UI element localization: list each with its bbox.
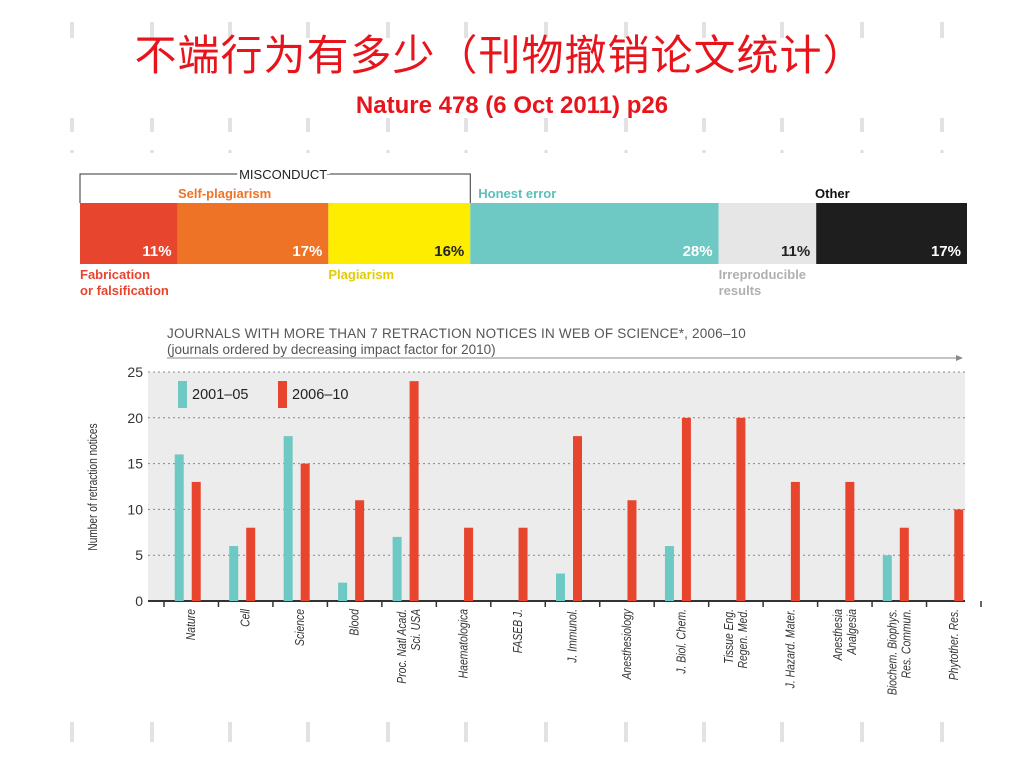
- segment-name-label: Other: [815, 186, 850, 201]
- bar-200610: [300, 463, 310, 601]
- y-axis-label: Number of retraction notices: [86, 423, 100, 550]
- x-tick-label: Regen. Med.: [736, 609, 750, 669]
- bar-200610: [627, 500, 637, 601]
- segment-bar: [328, 203, 471, 264]
- plot-area: [148, 372, 965, 601]
- x-tick-label: Anesthesiology: [620, 608, 634, 680]
- segment-name-line: or falsification: [80, 283, 169, 298]
- x-tick-label: Sci. USA: [409, 609, 423, 651]
- segment-name-label: Self-plagiarism: [178, 186, 271, 201]
- bar-200610: [845, 481, 855, 601]
- bar-200610: [518, 527, 528, 601]
- y-tick-label: 15: [127, 456, 143, 472]
- bar-200610: [954, 509, 964, 601]
- segment-bar: [816, 203, 967, 264]
- bar-200610: [899, 527, 909, 601]
- x-tick-label: Blood: [348, 609, 362, 636]
- segment-bar: [177, 203, 329, 264]
- segment-name-label: Plagiarism: [328, 267, 394, 282]
- legend-label: 2006–10: [292, 387, 348, 403]
- bar-200610: [355, 500, 365, 601]
- segment-name-line: Fabrication: [80, 267, 150, 282]
- x-tick-label: J. Immunol.: [565, 609, 579, 664]
- bar-200610: [790, 481, 800, 601]
- y-tick-label: 25: [127, 364, 143, 380]
- segment-value-label: 11%: [142, 243, 171, 260]
- segment-value-label: 17%: [292, 243, 322, 260]
- bar-200610: [191, 481, 201, 601]
- segment-name-label: Honest error: [478, 186, 556, 201]
- segment-bar: [80, 203, 178, 264]
- misconduct-breakdown-chart: 11% 17% 16% 28% 11% 17% MISCONDUCT Fabrication o…: [79, 164, 967, 298]
- bar-200105: [882, 555, 892, 601]
- bar-200610: [409, 381, 419, 601]
- segment-bar: [718, 203, 817, 264]
- x-tick-label: J. Hazard. Mater.: [783, 609, 797, 689]
- page-title: 不端行为有多少（刊物撤销论文统计）: [134, 31, 866, 80]
- bar-200105: [556, 573, 565, 601]
- x-tick-label: Proc. Natl Acad.: [395, 609, 409, 684]
- segment-name-line: results: [719, 283, 762, 298]
- bar-200105: [664, 546, 674, 601]
- x-tick-label: Phytother. Res.: [947, 609, 961, 680]
- legend-label: 2001–05: [192, 387, 248, 403]
- x-tick-label: FASEB J.: [511, 609, 525, 653]
- bar-200105: [229, 546, 239, 601]
- y-tick-label: 10: [127, 501, 143, 517]
- segment-value-label: 11%: [781, 243, 810, 260]
- chart-title: JOURNALS WITH MORE THAN 7 RETRACTION NOT…: [167, 326, 746, 341]
- y-tick-label: 20: [127, 410, 143, 426]
- page-subtitle: Nature 478 (6 Oct 2011) p26: [355, 92, 669, 119]
- bar-200610: [464, 527, 474, 601]
- x-tick-label: Anesthesia: [831, 609, 845, 662]
- x-tick-label: J. Biol. Chem.: [674, 609, 688, 675]
- bar-200610: [681, 417, 691, 601]
- bar-200610: [246, 527, 256, 601]
- legend-swatch: [278, 381, 287, 408]
- bar-200105: [283, 436, 293, 601]
- chart-subtitle: (journals ordered by decreasing impact f…: [167, 342, 496, 357]
- bar-200610: [573, 436, 582, 601]
- x-tick-label: Tissue Eng.: [722, 609, 736, 664]
- misconduct-group-label: MISCONDUCT: [239, 167, 327, 182]
- legend-swatch: [178, 381, 187, 408]
- segment-value-label: 28%: [683, 243, 713, 260]
- x-tick-label: Biochem. Biophys.: [885, 609, 899, 695]
- bar-200610: [736, 417, 746, 601]
- x-tick-label: Science: [293, 609, 307, 646]
- bar-200105: [338, 582, 348, 601]
- x-tick-label: Haematologica: [457, 609, 471, 679]
- segment-name-label: Fabrication or falsification: [80, 267, 169, 298]
- y-tick-label: 0: [135, 593, 143, 609]
- segment-name-label: Irreproducible results: [719, 267, 806, 298]
- x-tick-label: Analgesia: [845, 609, 859, 656]
- bar-200105: [174, 454, 184, 601]
- misconduct-bracket: [79, 173, 471, 203]
- x-tick-label: Nature: [184, 609, 198, 641]
- segment-name-line: Irreproducible: [719, 267, 806, 282]
- segment-value-label: 16%: [434, 243, 464, 260]
- bar-200105: [392, 536, 402, 601]
- x-tick-label: Res. Commun.: [899, 609, 913, 678]
- y-tick-label: 5: [135, 547, 143, 563]
- segment-bar: [470, 203, 719, 264]
- x-tick-label: Cell: [239, 609, 253, 627]
- segment-value-label: 17%: [931, 243, 961, 260]
- ordering-arrow-head: [956, 355, 963, 361]
